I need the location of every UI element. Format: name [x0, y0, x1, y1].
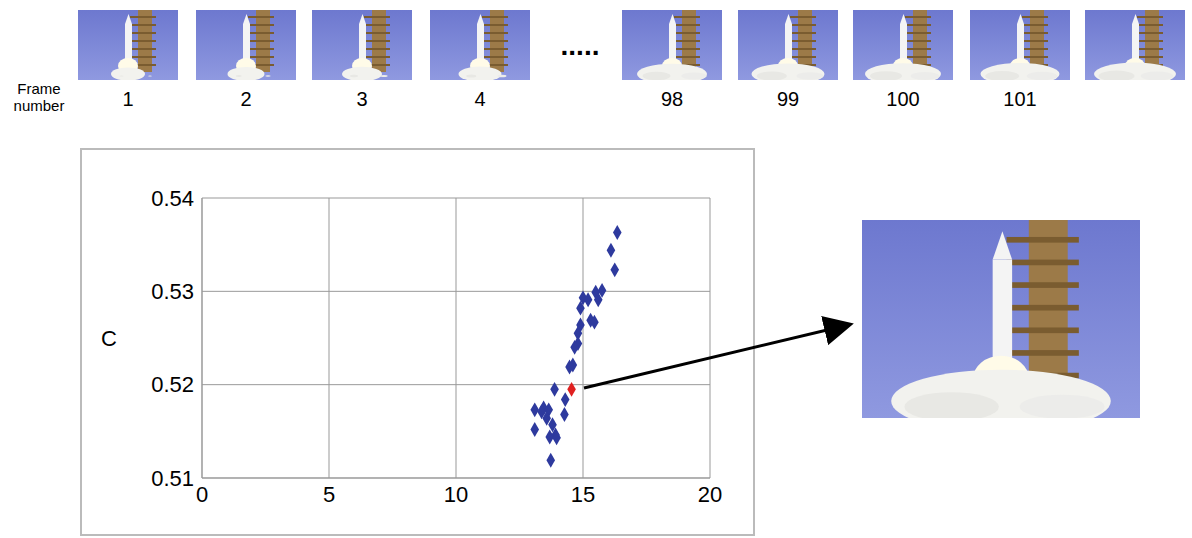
svg-text:0.52: 0.52: [151, 372, 194, 397]
html-text:3: 3: [356, 88, 368, 110]
html-text:101: 101: [1003, 88, 1037, 110]
html-text:2: 2: [240, 88, 252, 110]
html-text:99: 99: [776, 88, 800, 110]
html-text:98: 98: [660, 88, 684, 110]
svg-text:0.54: 0.54: [151, 186, 194, 211]
svg-text:10: 10: [444, 482, 468, 507]
html-text:100: 100: [886, 88, 920, 110]
svg-text:0.51: 0.51: [151, 466, 194, 491]
svg-text:C: C: [101, 326, 117, 351]
html-text:Frame number: Frame number: [13, 80, 65, 114]
svg-text:0.53: 0.53: [151, 279, 194, 304]
html-text:4: 4: [474, 88, 486, 110]
svg-text:15: 15: [571, 482, 595, 507]
svg-text:5: 5: [323, 482, 335, 507]
svg-text:20: 20: [698, 482, 722, 507]
html-text:1: 1: [122, 88, 134, 110]
svg-text:0: 0: [196, 482, 208, 507]
